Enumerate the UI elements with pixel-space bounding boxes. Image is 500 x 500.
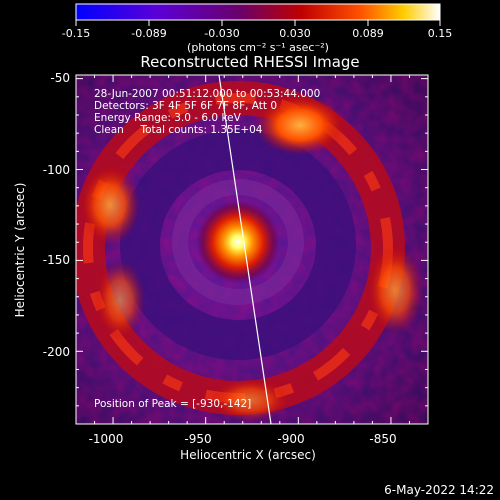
peak-position-label: Position of Peak = [-930,-142] [94, 398, 251, 410]
plot-frame [75, 74, 429, 425]
colorbar [76, 4, 440, 20]
colorbar-frame [75, 3, 441, 21]
info-line-detectors: Detectors: 3F 4F 5F 6F 7F 8F, Att 0 [94, 100, 277, 112]
x-axis-label: Heliocentric X (arcsec) [180, 448, 316, 462]
colorbar-tick-label: -0.15 [62, 27, 90, 40]
x-tick-label: -1000 [89, 432, 124, 446]
y-tick-label: -50 [50, 71, 70, 85]
y-axis-label: Heliocentric Y (arcsec) [13, 183, 27, 318]
rhessi-image [76, 75, 428, 424]
x-tick-label: -850 [369, 432, 396, 446]
axis-ticks [75, 75, 429, 425]
colorbar-ticks [75, 20, 441, 26]
colorbar-tick-label: 0.030 [279, 27, 311, 40]
colorbar-tick-label: -0.030 [204, 27, 239, 40]
footer-timestamp: 6-May-2022 14:22 [384, 483, 494, 497]
colorbar-unit-label: (photons cm⁻² s⁻¹ asec⁻²) [187, 41, 329, 54]
colorbar-tick-label: 0.089 [352, 27, 384, 40]
y-tick-label: -200 [43, 345, 70, 359]
plot-title: Reconstructed RHESSI Image [140, 53, 359, 71]
y-tick-label: -100 [43, 163, 70, 177]
info-line-time: 28-Jun-2007 00:51:12.000 to 00:53:44.000 [94, 88, 320, 100]
colorbar-tick-label: -0.089 [131, 27, 166, 40]
colorbar-tick-label: 0.15 [428, 27, 453, 40]
info-line-energy: Energy Range: 3.0 - 6.0 keV [94, 112, 242, 124]
x-tick-label: -900 [277, 432, 304, 446]
x-tick-label: -950 [184, 432, 211, 446]
info-line-clean: Clean Total counts: 1.35E+04 [94, 124, 263, 136]
y-tick-label: -150 [43, 253, 70, 267]
